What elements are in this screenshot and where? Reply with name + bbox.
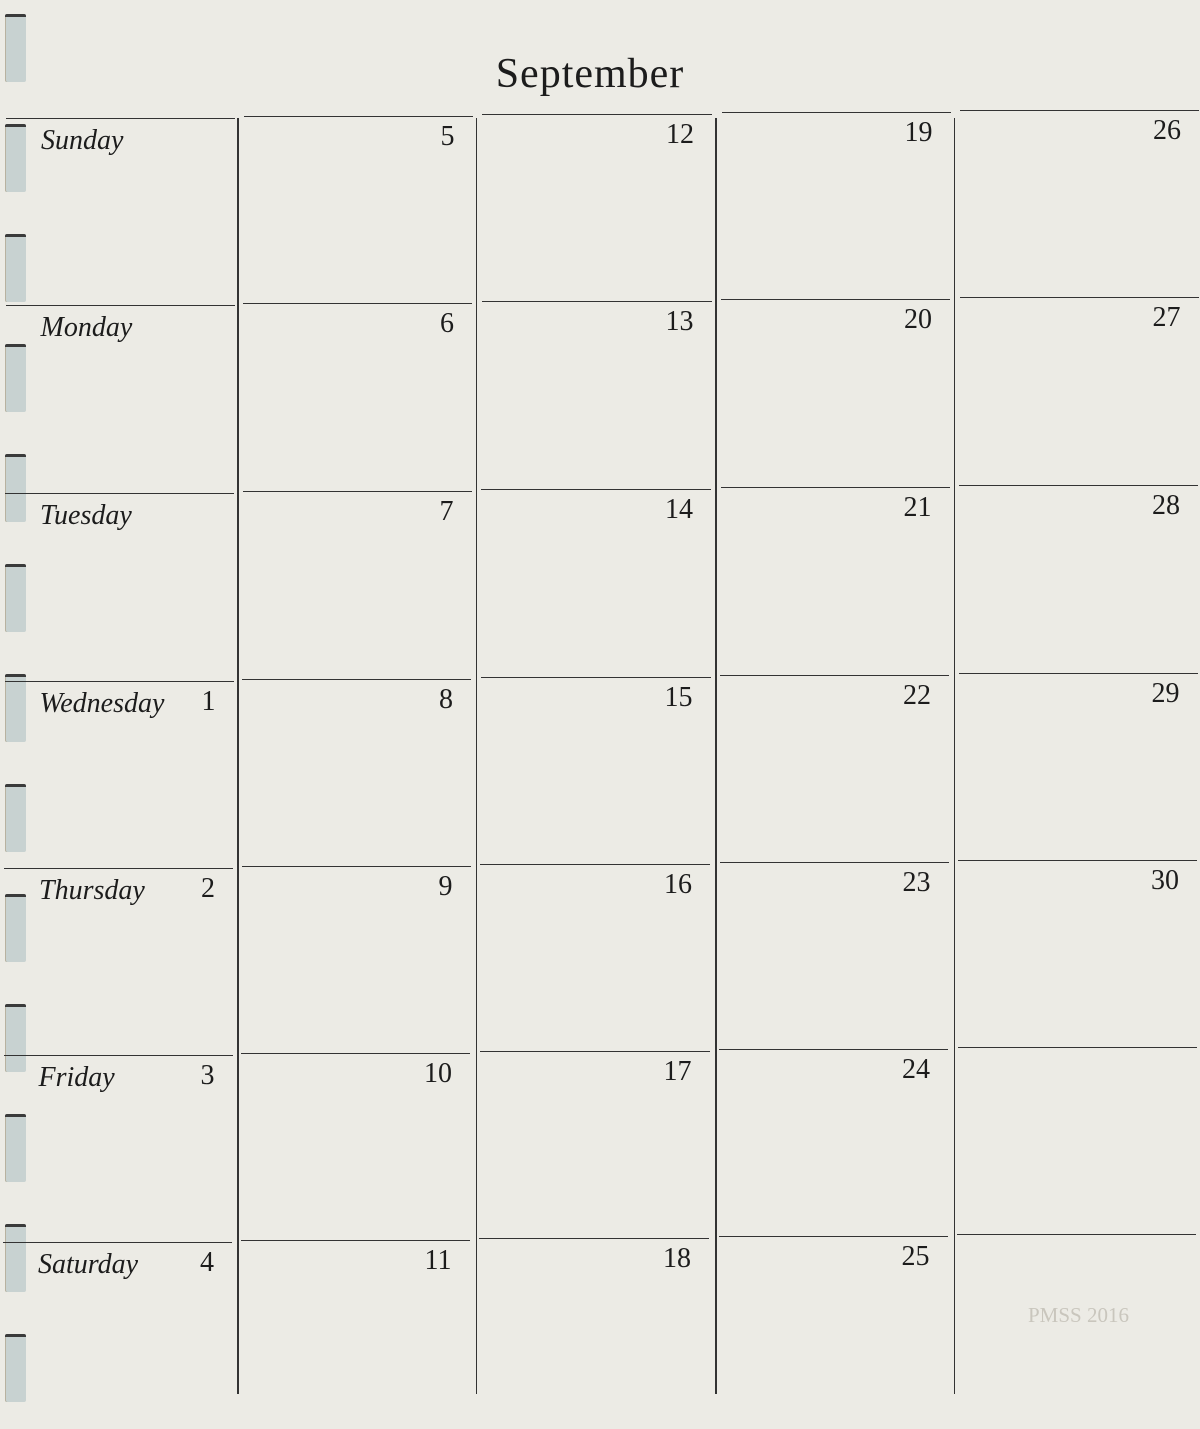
date-number: 9 — [438, 871, 453, 903]
column-divider — [237, 118, 239, 1394]
binder-hole-icon — [5, 124, 26, 192]
binder-hole-icon — [5, 344, 26, 412]
date-cell[interactable]: 17 — [479, 1050, 710, 1238]
date-number: 25 — [901, 1240, 930, 1272]
date-cell[interactable]: 8 — [242, 678, 471, 866]
date-cell[interactable]: 30 — [958, 860, 1197, 1047]
date-number: 24 — [902, 1053, 930, 1085]
date-cell[interactable]: 21 — [720, 486, 950, 674]
date-cell[interactable]: 5 — [243, 116, 473, 303]
date-number: 4 — [200, 1246, 214, 1278]
date-cell[interactable]: 7 — [242, 490, 472, 678]
date-cell[interactable] — [957, 1046, 1197, 1234]
date-number: 23 — [902, 867, 931, 899]
date-number: 19 — [904, 117, 933, 148]
date-number: 18 — [663, 1242, 691, 1274]
date-cell[interactable]: 26 — [960, 110, 1199, 297]
date-number: 17 — [663, 1055, 692, 1087]
date-cell[interactable]: 9 — [241, 866, 471, 1053]
date-number: 21 — [903, 491, 932, 523]
binder-hole-icon — [5, 1334, 26, 1402]
date-cell[interactable]: 23 — [719, 862, 949, 1049]
date-cell[interactable]: 25 — [718, 1235, 948, 1423]
date-number: 26 — [1153, 115, 1181, 146]
binder-hole-icon — [5, 1224, 26, 1292]
date-cell[interactable]: 14 — [481, 488, 711, 676]
weekday-label: Monday — [40, 312, 133, 344]
day-cell-friday[interactable]: Friday 3 — [3, 1054, 233, 1242]
date-number: 14 — [665, 493, 693, 525]
date-cell[interactable]: 20 — [721, 299, 950, 486]
column-divider — [715, 118, 717, 1394]
date-cell[interactable]: 18 — [479, 1237, 709, 1425]
watermark: PMSS 2016 — [1028, 1303, 1129, 1327]
date-number: 5 — [440, 121, 455, 152]
date-cell[interactable]: 28 — [959, 484, 1198, 672]
binder-hole-icon — [5, 454, 26, 522]
date-cell[interactable]: 24 — [719, 1048, 948, 1236]
binder-hole-icon — [5, 674, 26, 742]
column-divider — [475, 118, 477, 1394]
date-number: 8 — [439, 683, 453, 715]
date-number: 29 — [1151, 677, 1180, 709]
binder-hole-icon — [5, 1114, 26, 1182]
date-number: 28 — [1152, 489, 1180, 521]
date-number: 1 — [201, 685, 216, 717]
date-cell[interactable]: 11 — [240, 1239, 470, 1427]
date-number: 20 — [904, 304, 932, 336]
day-cell-tuesday[interactable]: Tuesday — [5, 492, 234, 680]
date-cell[interactable]: 19 — [721, 112, 951, 299]
date-number: 6 — [440, 308, 454, 340]
binder-hole-icon — [5, 784, 26, 852]
binder-hole-icon — [5, 234, 26, 302]
column-divider — [953, 118, 955, 1394]
day-cell-thursday[interactable]: Thursday 2 — [4, 868, 233, 1055]
date-cell[interactable]: 13 — [481, 301, 712, 488]
date-cell[interactable]: 29 — [958, 672, 1198, 860]
date-cell[interactable]: 15 — [480, 676, 711, 864]
weekday-label: Tuesday — [40, 499, 132, 531]
date-number: 12 — [666, 119, 694, 150]
date-cell[interactable]: 22 — [720, 674, 949, 862]
day-cell-wednesday[interactable]: Wednesday 1 — [4, 680, 234, 868]
date-number: 30 — [1151, 865, 1179, 897]
date-number: 15 — [664, 681, 693, 713]
date-cell[interactable]: 27 — [959, 297, 1199, 484]
date-cell[interactable] — [957, 1233, 1196, 1421]
binder-hole-icon — [5, 894, 26, 962]
date-number: 13 — [665, 306, 694, 338]
weekday-label: Saturday — [38, 1248, 139, 1280]
binder-hole-icon — [5, 564, 26, 632]
date-number: 16 — [664, 869, 692, 901]
weekday-label: Thursday — [39, 875, 145, 907]
date-number: 10 — [424, 1057, 452, 1089]
date-cell[interactable]: 16 — [480, 864, 710, 1051]
date-cell[interactable]: 12 — [482, 114, 712, 301]
date-number: 7 — [439, 495, 454, 527]
date-cell[interactable]: 6 — [243, 303, 472, 490]
day-cell-sunday[interactable]: Sunday — [6, 118, 235, 305]
weekday-label: Sunday — [41, 125, 124, 156]
weekday-label: Friday — [38, 1061, 115, 1093]
date-number: 3 — [200, 1059, 215, 1091]
day-cell-saturday[interactable]: Saturday 4 — [3, 1241, 232, 1429]
date-number: 27 — [1152, 302, 1181, 334]
date-cell[interactable]: 10 — [241, 1052, 470, 1240]
binder-hole-icon — [5, 14, 26, 82]
month-title: September — [495, 51, 685, 97]
day-cell-monday[interactable]: Monday — [5, 305, 235, 492]
date-number: 11 — [424, 1244, 452, 1276]
weekday-label: Wednesday — [39, 687, 165, 719]
date-number: 22 — [903, 679, 931, 711]
date-number: 2 — [201, 873, 215, 905]
